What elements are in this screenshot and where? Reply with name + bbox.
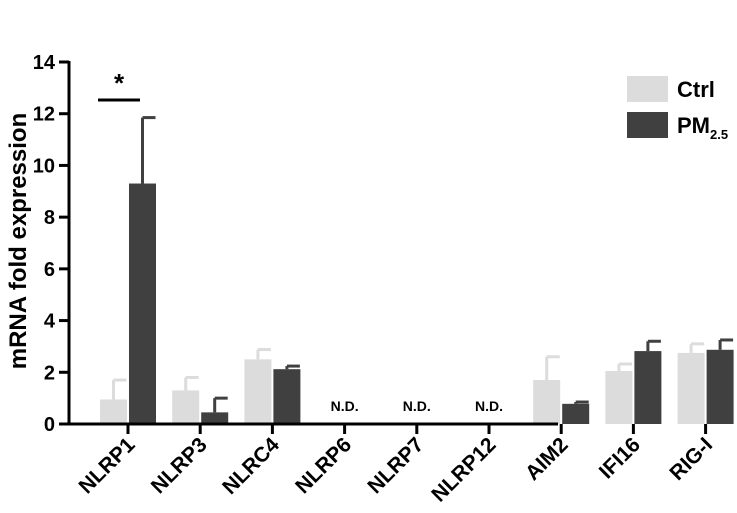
bar-pm2-5-aim2 <box>562 403 590 424</box>
legend-swatch-pm2-5 <box>627 112 668 138</box>
y-tick-label-10: 10 <box>33 155 55 177</box>
x-tick-label-nlrp3: NLRP3 <box>147 433 212 498</box>
bar-ctrl-nlrp3 <box>172 390 200 424</box>
bar-pm2-5-nlrc4 <box>273 369 301 424</box>
y-tick-label-2: 2 <box>44 362 55 384</box>
y-tick-label-4: 4 <box>44 311 56 333</box>
bar-pm2-5-nlrp3 <box>201 412 229 424</box>
x-tick-label-nlrp12: NLRP12 <box>427 433 500 506</box>
x-tick-label-nlrc4: NLRC4 <box>218 433 284 499</box>
error-bars-layer <box>112 116 734 413</box>
y-tick-label-14: 14 <box>33 52 56 74</box>
nd-label-nlrp7: N.D. <box>403 398 431 414</box>
legend: Ctrl PM2.5 <box>627 76 728 142</box>
significance-star: * <box>114 68 125 98</box>
bar-ctrl-nlrp1 <box>100 399 127 424</box>
y-tick-label-8: 8 <box>44 207 55 229</box>
y-tick-label-6: 6 <box>44 259 55 281</box>
bar-ctrl-aim2 <box>533 380 561 424</box>
x-tick-label-ifi16: IFI16 <box>595 433 645 483</box>
y-tick-label-0: 0 <box>44 414 55 436</box>
bar-ctrl-nlrc4 <box>244 359 272 424</box>
bar-pm2-5-nlrp1 <box>129 183 156 424</box>
nd-label-nlrp12: N.D. <box>475 398 503 414</box>
x-tick-label-nlrp1: NLRP1 <box>75 433 140 498</box>
legend-label-ctrl: Ctrl <box>677 77 715 102</box>
bars-layer <box>100 183 734 424</box>
annotations-layer: N.D. N.D. N.D. * <box>98 68 503 414</box>
bar-ctrl-rig-i <box>677 352 705 424</box>
x-tick-label-nlrp6: NLRP6 <box>291 433 356 498</box>
x-tick-label-nlrp7: NLRP7 <box>363 433 428 498</box>
nd-label-nlrp6: N.D. <box>331 398 359 414</box>
bar-pm2-5-ifi16 <box>634 351 662 424</box>
x-tick-label-rig-i: RIG-I <box>665 433 717 485</box>
legend-label-subscript: 2.5 <box>710 127 728 142</box>
bar-pm2-5-rig-i <box>706 349 734 424</box>
legend-label-pm2-5: PM2.5 <box>677 113 728 142</box>
x-tick-label-aim2: AIM2 <box>521 433 573 485</box>
y-tick-label-12: 12 <box>33 104 55 126</box>
y-axis-label: mRNA fold expression <box>5 113 32 370</box>
bar-ctrl-ifi16 <box>605 370 633 424</box>
legend-swatch-ctrl <box>627 76 668 102</box>
